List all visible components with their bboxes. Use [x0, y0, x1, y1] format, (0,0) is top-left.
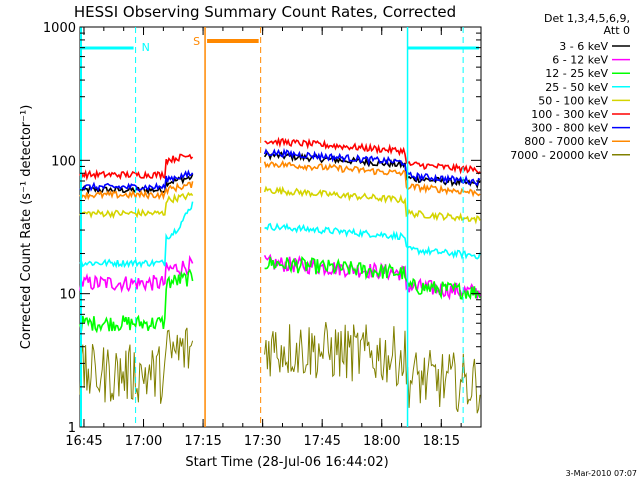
- x-tick-label: 18:15: [423, 434, 460, 449]
- legend-entry-label: 800 - 7000 keV: [524, 135, 608, 148]
- x-tick-label: 17:00: [125, 434, 162, 449]
- legend-entry-label: 3 - 6 keV: [559, 40, 608, 53]
- footer-date: 3-Mar-2010 07:07: [566, 469, 637, 478]
- legend-header: Att 0: [604, 24, 630, 37]
- legend-header: Det 1,3,4,5,6,9,: [544, 12, 630, 25]
- x-tick-label: 16:45: [65, 434, 102, 449]
- series-line: [79, 201, 481, 269]
- x-axis-label: Start Time (28-Jul-06 16:44:02): [185, 455, 388, 470]
- legend-entry-label: 300 - 800 keV: [531, 122, 608, 135]
- y-tick-label: 100: [51, 154, 76, 169]
- legend-entry-label: 6 - 12 keV: [552, 54, 608, 67]
- legend-entry-label: 100 - 300 keV: [531, 108, 608, 121]
- series-line: [79, 322, 481, 414]
- series-line: [79, 185, 481, 225]
- series-line: [79, 136, 481, 181]
- series-line: [79, 147, 481, 192]
- x-tick-label: 17:45: [303, 434, 340, 449]
- x-tick-label: 17:15: [184, 434, 221, 449]
- x-tick-label: 17:30: [244, 434, 281, 449]
- legend-entry-label: 50 - 100 keV: [538, 94, 608, 107]
- y-tick-label: 1: [68, 421, 76, 436]
- y-axis-label: Corrected Count Rate (s⁻¹ detector⁻¹): [19, 105, 34, 350]
- night-annotation: N: [142, 41, 150, 54]
- chart-title: HESSI Observing Summary Count Rates, Cor…: [74, 3, 456, 21]
- legend-entry-label: 7000 - 20000 keV: [510, 149, 608, 162]
- saa-annotation: S: [193, 35, 200, 48]
- series-line: [79, 159, 481, 201]
- x-tick-label: 18:00: [363, 434, 400, 449]
- series-line: [79, 255, 481, 334]
- y-tick-label: 1000: [43, 21, 76, 36]
- legend-entry-label: 12 - 25 keV: [545, 67, 608, 80]
- y-tick-label: 10: [59, 288, 76, 303]
- legend-entry-label: 25 - 50 keV: [545, 81, 608, 94]
